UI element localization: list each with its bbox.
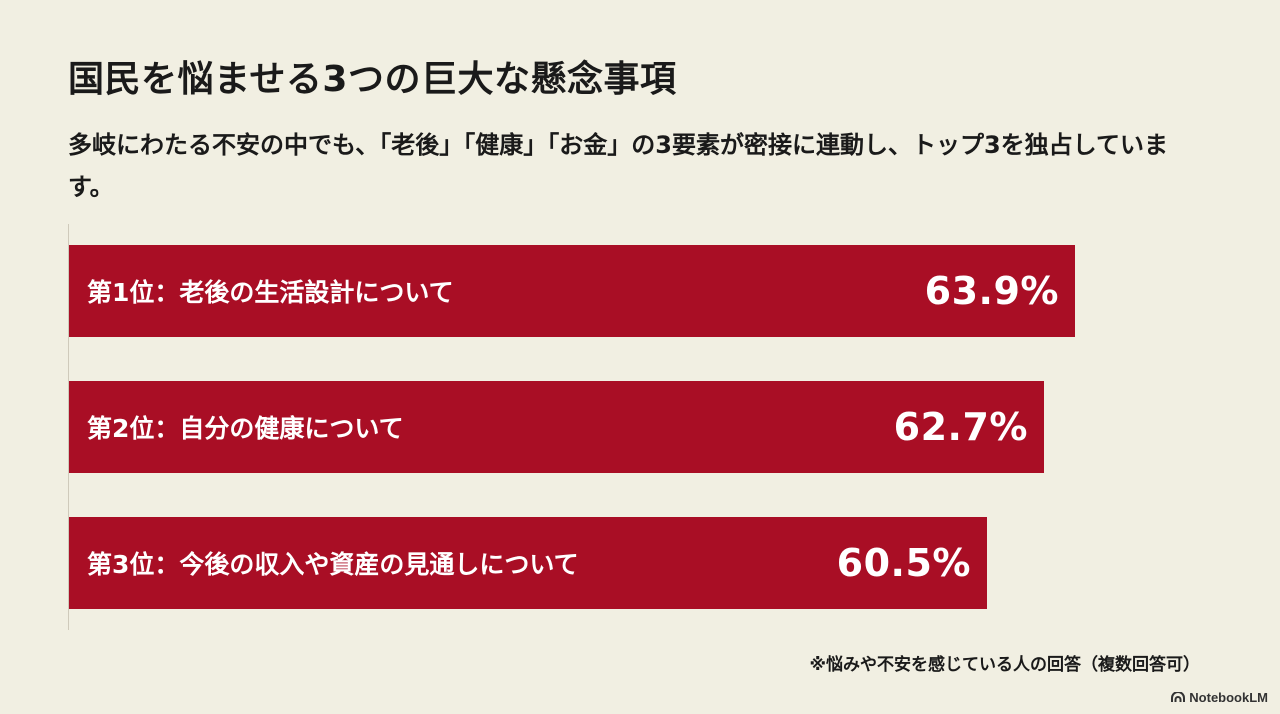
bar-1: 第1位：老後の生活設計について 63.9% xyxy=(69,245,1075,337)
bar-2: 第2位：自分の健康について 62.7% xyxy=(69,381,1044,473)
bar-value-1: 63.9% xyxy=(924,269,1059,313)
brand-watermark: NotebookLM xyxy=(1171,690,1268,705)
chart-axis-line xyxy=(68,224,69,630)
brand-name: NotebookLM xyxy=(1189,690,1268,705)
bar-value-3: 60.5% xyxy=(836,541,971,585)
notebooklm-logo-icon xyxy=(1171,692,1186,703)
bar-label-1: 第1位：老後の生活設計について xyxy=(87,278,454,307)
bar-label-2: 第2位：自分の健康について xyxy=(87,414,404,443)
page-title: 国民を悩ませる3つの巨大な懸念事項 xyxy=(68,59,677,100)
bar-value-2: 62.7% xyxy=(893,405,1028,449)
footnote: ※悩みや不安を感じている人の回答（複数回答可） xyxy=(809,655,1200,675)
bar-label-3: 第3位：今後の収入や資産の見通しについて xyxy=(87,550,579,579)
bar-3: 第3位：今後の収入や資産の見通しについて 60.5% xyxy=(69,517,987,609)
page-subtitle: 多岐にわたる不安の中でも、「老後」「健康」「お金」の3要素が密接に連動し、トップ… xyxy=(68,131,1168,201)
